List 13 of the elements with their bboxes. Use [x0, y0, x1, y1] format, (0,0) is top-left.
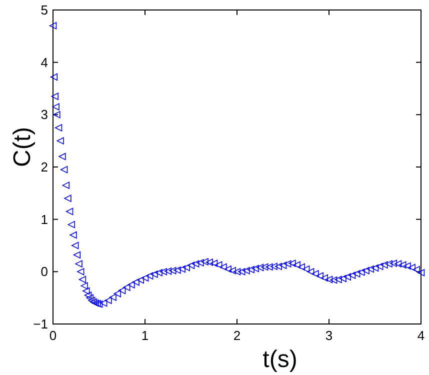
- y-tick-label: 0: [40, 264, 48, 280]
- x-axis-title: t(s): [262, 346, 298, 373]
- y-tick-label: 2: [40, 160, 48, 175]
- x-tick-label: 2: [233, 328, 241, 343]
- y-tick-label: 5: [40, 2, 48, 18]
- y-tick-label: 1: [40, 212, 48, 227]
- y-tick-label: −1: [33, 316, 48, 332]
- x-tick-label: 1: [141, 328, 149, 343]
- x-tick-label: 4: [417, 328, 425, 343]
- y-axis-title: C(t): [9, 127, 36, 167]
- x-tick-label: 3: [325, 328, 333, 343]
- y-tick-label: 4: [40, 54, 48, 70]
- y-tick-label: 3: [40, 107, 48, 122]
